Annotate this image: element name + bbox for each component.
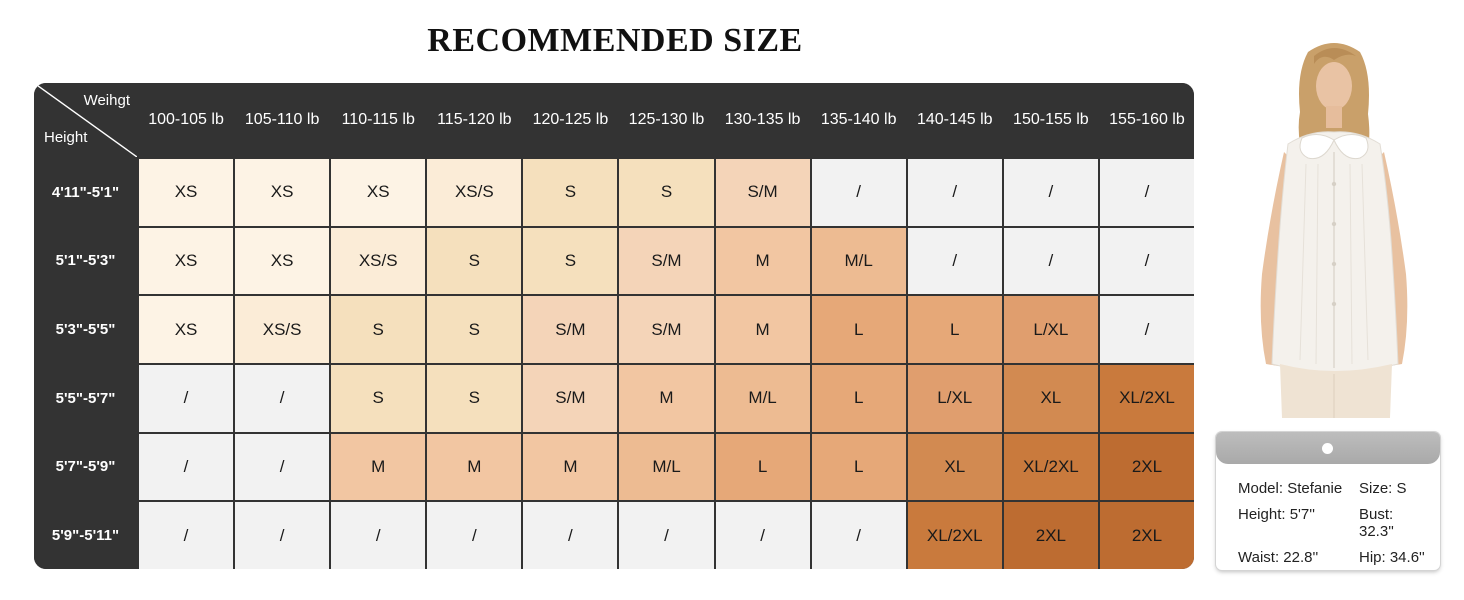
size-cell: L/XL — [1003, 296, 1098, 363]
size-cell: S — [523, 227, 618, 295]
model-name: Model: Stefanie — [1238, 480, 1343, 497]
weight-column-header: 110-115 lb — [331, 83, 426, 157]
size-cell: / — [907, 227, 1002, 295]
size-cell: M — [715, 296, 810, 363]
size-cell: XS/S — [331, 227, 426, 295]
size-cell: / — [1003, 227, 1098, 295]
size-cell: / — [235, 433, 330, 501]
size-cell: XS — [235, 227, 330, 295]
weight-column-header: 115-120 lb — [427, 83, 522, 157]
size-cell: / — [1003, 159, 1098, 226]
height-row-header: 5'7"-5'9" — [34, 433, 137, 501]
size-cell: S — [619, 159, 714, 226]
size-cell: XL/2XL — [1099, 364, 1194, 432]
size-cell: L — [811, 364, 906, 432]
height-row-header: 5'1"-5'3" — [34, 227, 137, 295]
height-axis-label: Height — [44, 129, 88, 146]
size-cell: / — [811, 159, 906, 226]
size-cell: L — [907, 296, 1002, 363]
size-cell: S/M — [619, 227, 714, 295]
weight-column-header: 130-135 lb — [715, 83, 810, 157]
size-cell: S/M — [715, 159, 810, 226]
size-cell: L — [811, 296, 906, 363]
size-cell: / — [1099, 159, 1194, 226]
weight-column-header: 100-105 lb — [139, 83, 234, 157]
size-cell: M — [715, 227, 810, 295]
size-cell: XS — [235, 159, 330, 226]
size-cell: M/L — [811, 227, 906, 295]
height-row-header: 5'3"-5'5" — [34, 296, 137, 363]
size-cell: XL/2XL — [1003, 433, 1098, 501]
size-cell: / — [523, 502, 618, 569]
weight-column-header: 150-155 lb — [1003, 83, 1098, 157]
model-waist: Waist: 22.8'' — [1238, 549, 1319, 566]
size-cell: / — [715, 502, 810, 569]
size-cell: / — [139, 364, 234, 432]
model-info-card: Model: Stefanie Size: S Height: 5'7'' Bu… — [1216, 432, 1440, 570]
size-cell: L — [715, 433, 810, 501]
page-title: RECOMMENDED SIZE — [427, 22, 803, 59]
size-cell: S — [523, 159, 618, 226]
weight-axis-label: Weihgt — [83, 92, 130, 109]
size-cell: / — [907, 159, 1002, 226]
size-cell: / — [139, 433, 234, 501]
size-cell: L/XL — [907, 364, 1002, 432]
size-cell: M — [619, 364, 714, 432]
size-cell: XS — [331, 159, 426, 226]
size-cell: 2XL — [1099, 433, 1194, 501]
height-row-header: 4'11"-5'1" — [34, 159, 137, 226]
size-cell: 2XL — [1099, 502, 1194, 569]
size-cell: S — [427, 296, 522, 363]
size-cell: S — [331, 296, 426, 363]
weight-column-header: 140-145 lb — [907, 83, 1002, 157]
height-row-header: 5'9"-5'11" — [34, 502, 137, 569]
weight-column-header: 155-160 lb — [1099, 83, 1194, 157]
size-cell: XS/S — [235, 296, 330, 363]
model-size: Size: S — [1359, 480, 1407, 497]
size-cell: S/M — [619, 296, 714, 363]
size-cell: M — [331, 433, 426, 501]
size-cell: / — [619, 502, 714, 569]
size-cell: XS/S — [427, 159, 522, 226]
size-cell: 2XL — [1003, 502, 1098, 569]
model-height: Height: 5'7'' — [1238, 506, 1315, 523]
size-cell: / — [139, 502, 234, 569]
size-cell: XL — [907, 433, 1002, 501]
size-cell: XS — [139, 227, 234, 295]
size-cell: S/M — [523, 364, 618, 432]
size-cell: M/L — [715, 364, 810, 432]
size-cell: M/L — [619, 433, 714, 501]
size-cell: / — [1099, 227, 1194, 295]
weight-column-header: 105-110 lb — [235, 83, 330, 157]
size-cell: / — [331, 502, 426, 569]
diagonal-divider — [34, 83, 137, 157]
height-row-header: 5'5"-5'7" — [34, 364, 137, 432]
model-hip: Hip: 34.6'' — [1359, 549, 1425, 566]
size-cell: / — [235, 364, 330, 432]
size-cell: / — [427, 502, 522, 569]
weight-column-header: 135-140 lb — [811, 83, 906, 157]
weight-column-header: 120-125 lb — [523, 83, 618, 157]
size-cell: S — [331, 364, 426, 432]
size-cell: XL — [1003, 364, 1098, 432]
size-chart-table: Weihgt Height 100-105 lb 105-110 lb 110-11… — [34, 83, 1194, 569]
size-cell: / — [235, 502, 330, 569]
size-cell: S — [427, 227, 522, 295]
weight-column-header: 125-130 lb — [619, 83, 714, 157]
table-corner-header: Weihgt Height — [34, 83, 137, 157]
card-tag-header — [1216, 432, 1440, 464]
model-photo — [1222, 34, 1444, 418]
size-cell: / — [1099, 296, 1194, 363]
size-cell: XS — [139, 159, 234, 226]
size-cell: M — [523, 433, 618, 501]
tag-hole-icon — [1322, 443, 1333, 454]
model-bust: Bust: 32.3'' — [1359, 506, 1394, 540]
size-cell: S — [427, 364, 522, 432]
size-cell: L — [811, 433, 906, 501]
size-cell: S/M — [523, 296, 618, 363]
size-cell: XS — [139, 296, 234, 363]
size-cell: XL/2XL — [907, 502, 1002, 569]
size-cell: M — [427, 433, 522, 501]
size-cell: / — [811, 502, 906, 569]
